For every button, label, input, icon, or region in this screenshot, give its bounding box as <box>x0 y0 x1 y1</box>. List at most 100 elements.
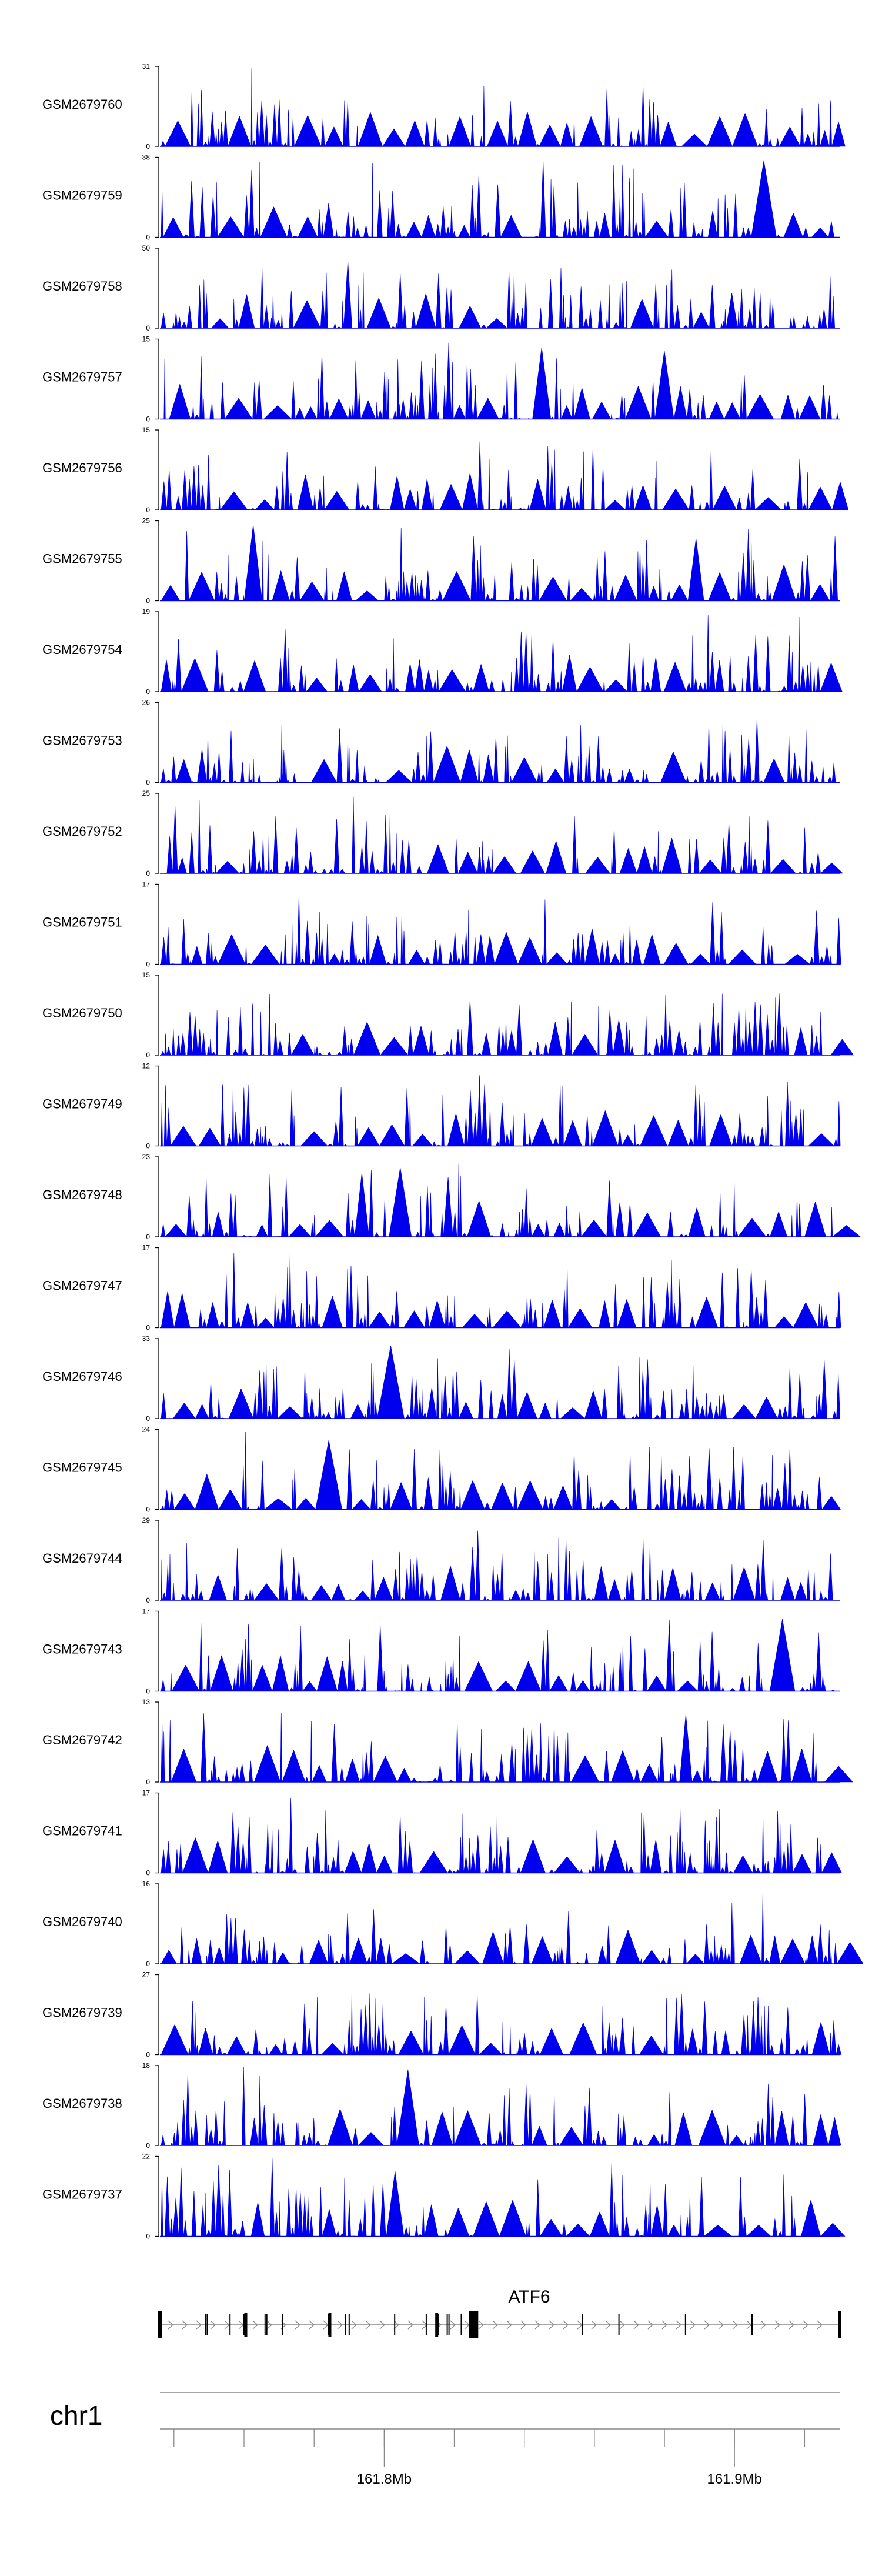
coverage-area <box>159 1797 842 1873</box>
strand-arrow <box>591 2320 597 2330</box>
track-GSM2679749: GSM2679749 12 0 <box>42 1062 841 1150</box>
coverage-area <box>159 1253 841 1328</box>
track-label: GSM2679759 <box>42 188 122 203</box>
y-max-label: 18 <box>142 2061 151 2070</box>
coverage-area <box>159 1530 840 1601</box>
gene-annotation-track: ATF6 <box>158 2287 841 2338</box>
strand-arrow <box>619 2320 625 2330</box>
track-label: GSM2679737 <box>42 2187 122 2202</box>
strand-arrow <box>563 2320 569 2330</box>
track-GSM2679745: GSM2679745 24 0 <box>42 1426 841 1514</box>
exon-block <box>158 2311 162 2338</box>
track-label: GSM2679760 <box>42 97 122 112</box>
exon-block <box>437 2314 439 2335</box>
y-max-label: 23 <box>142 1153 151 1161</box>
coverage-area <box>159 1713 853 1783</box>
y-min-label: 0 <box>146 506 150 514</box>
track-label: GSM2679746 <box>42 1369 122 1384</box>
chromosome-label: chr1 <box>50 2400 102 2431</box>
chromosome-axis-track: chr1 161.8Mb 161.9Mb <box>50 2392 840 2487</box>
y-min-label: 0 <box>146 324 150 332</box>
strand-arrow <box>182 2320 188 2330</box>
strand-arrow <box>252 2320 258 2330</box>
strand-arrow <box>450 2320 456 2330</box>
strand-arrow <box>407 2320 413 2330</box>
strand-arrow <box>704 2320 710 2330</box>
y-max-label: 26 <box>142 699 151 707</box>
exon-block <box>684 2314 686 2335</box>
strand-arrow <box>379 2320 385 2330</box>
track-GSM2679742: GSM2679742 13 0 <box>42 1698 853 1786</box>
y-min-label: 0 <box>146 1506 150 1514</box>
y-min-label: 0 <box>146 415 150 423</box>
y-max-label: 17 <box>142 1789 151 1797</box>
y-min-label: 0 <box>146 2233 150 2241</box>
track-label: GSM2679757 <box>42 370 122 385</box>
exon-block <box>446 2314 448 2335</box>
exon-block <box>838 2311 841 2338</box>
track-label: GSM2679743 <box>42 1642 122 1657</box>
y-min-label: 0 <box>146 960 150 969</box>
coverage-area <box>159 718 840 783</box>
strand-arrow <box>210 2320 216 2330</box>
y-max-label: 27 <box>142 1971 151 1979</box>
exon-block <box>425 2314 427 2335</box>
y-min-label: 0 <box>146 142 150 151</box>
track-label: GSM2679758 <box>42 279 122 293</box>
track-label: GSM2679748 <box>42 1187 122 1202</box>
exon-block <box>394 2314 396 2335</box>
strand-arrow <box>196 2320 202 2330</box>
strand-arrow <box>817 2320 823 2330</box>
y-max-label: 50 <box>142 244 151 252</box>
strand-arrow <box>168 2320 173 2330</box>
coverage-area <box>159 1163 861 1237</box>
track-GSM2679750: GSM2679750 15 0 <box>42 971 854 1059</box>
track-label: GSM2679744 <box>42 1551 122 1566</box>
y-min-label: 0 <box>146 1233 150 1241</box>
strand-arrow <box>337 2320 343 2330</box>
track-label: GSM2679745 <box>42 1460 122 1475</box>
strand-arrow <box>266 2320 272 2330</box>
y-max-label: 12 <box>142 1062 151 1070</box>
exon-block <box>618 2314 620 2335</box>
strand-arrow <box>224 2320 230 2330</box>
strand-arrow <box>422 2320 427 2330</box>
strand-arrow <box>760 2320 766 2330</box>
track-label: GSM2679749 <box>42 1097 122 1112</box>
coverage-area <box>159 2067 841 2146</box>
coverage-area <box>159 894 841 965</box>
coverage-area <box>159 342 840 419</box>
strand-arrow <box>676 2320 681 2330</box>
coverage-area <box>159 1987 841 2055</box>
strand-arrow <box>633 2320 639 2330</box>
y-min-label: 0 <box>146 688 150 696</box>
strand-arrow <box>520 2320 526 2330</box>
y-max-label: 13 <box>142 1698 151 1706</box>
strand-arrow <box>492 2320 498 2330</box>
track-label: GSM2679738 <box>42 2096 122 2111</box>
track-GSM2679755: GSM2679755 25 0 <box>42 517 840 605</box>
y-min-label: 0 <box>146 1778 150 1786</box>
track-GSM2679759: GSM2679759 38 0 <box>42 154 840 242</box>
track-label: GSM2679741 <box>42 1824 122 1838</box>
gene-name-label: ATF6 <box>508 2287 550 2307</box>
strand-arrow <box>774 2320 780 2330</box>
y-max-label: 24 <box>142 1426 151 1434</box>
coverage-area <box>159 1345 840 1419</box>
coverage-area <box>159 615 843 692</box>
coverage-area <box>159 261 840 329</box>
track-label: GSM2679755 <box>42 552 122 566</box>
track-GSM2679747: GSM2679747 17 0 <box>42 1244 841 1332</box>
track-GSM2679741: GSM2679741 17 0 <box>42 1789 842 1877</box>
exon-block <box>469 2311 479 2338</box>
track-GSM2679752: GSM2679752 25 0 <box>42 789 843 877</box>
exon-block <box>328 2314 329 2335</box>
exon-block <box>582 2314 583 2335</box>
strand-arrow <box>803 2320 808 2330</box>
y-min-label: 0 <box>146 1687 150 1696</box>
y-min-label: 0 <box>146 779 150 787</box>
coverage-area <box>159 160 840 238</box>
ruler-tick-label: 161.9Mb <box>707 2471 761 2487</box>
exon-block <box>205 2314 206 2335</box>
